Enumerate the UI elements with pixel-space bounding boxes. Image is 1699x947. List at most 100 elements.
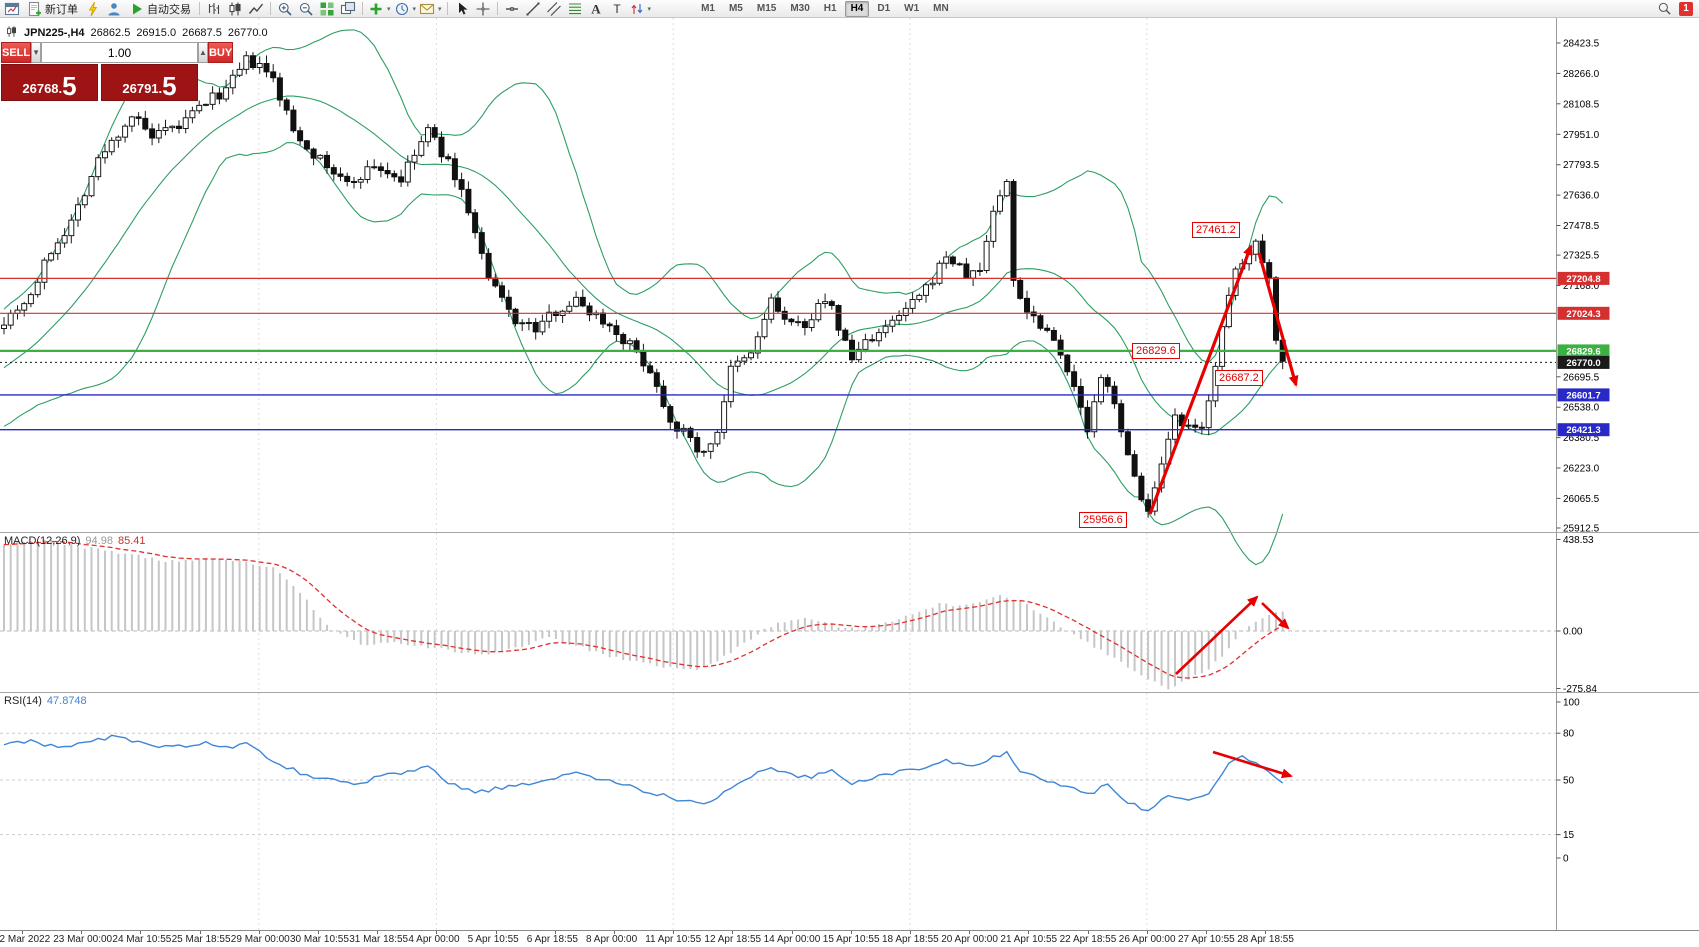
timeframe-M15[interactable]: M15 <box>756 2 777 14</box>
symbol-info-bar: JPN225-,H4 26862.5 26915.0 26687.5 26770… <box>5 25 268 41</box>
profile-icon <box>108 2 120 15</box>
search-button[interactable] <box>1654 1 1674 17</box>
notification-badge[interactable]: 1 <box>1679 1 1693 16</box>
crosshair-button[interactable] <box>473 1 493 17</box>
time-axis-label: 5 Apr 10:55 <box>467 934 519 945</box>
timeframe-H4[interactable]: H4 <box>844 0 870 17</box>
volume-input[interactable] <box>41 42 199 63</box>
timeframe-D1[interactable]: D1 <box>877 2 891 14</box>
buy-button[interactable]: BUY <box>207 42 234 63</box>
svg-text:26770.0: 26770.0 <box>1566 358 1600 369</box>
cursor-button[interactable] <box>452 1 472 17</box>
svg-text:27325.5: 27325.5 <box>1563 251 1600 262</box>
channel-button[interactable] <box>544 1 564 17</box>
dropdown-caret-icon: ▾ <box>438 5 442 13</box>
toolbar-separator <box>199 2 200 15</box>
svg-text:26380.5: 26380.5 <box>1563 433 1600 444</box>
scale-marker-26421.3 <box>1557 423 1610 437</box>
svg-text:27168.0: 27168.0 <box>1563 281 1600 292</box>
svg-text:27951.0: 27951.0 <box>1563 130 1600 141</box>
line-chart-button[interactable] <box>246 1 266 17</box>
svg-text:0: 0 <box>1563 854 1569 865</box>
chart-window-button[interactable] <box>2 1 22 17</box>
timeframe-M5[interactable]: M5 <box>728 2 743 14</box>
svg-text:100: 100 <box>1563 698 1580 709</box>
time-axis-label: 15 Apr 10:55 <box>822 934 880 945</box>
candles <box>1 51 1286 518</box>
svg-text:26538.0: 26538.0 <box>1563 403 1600 414</box>
sell-price-button[interactable]: 26768. 5 <box>1 64 98 101</box>
chart-canvas[interactable]: 28423.5 28266.0 28108.5 27951.0 27793.5 27636… <box>0 18 1699 947</box>
indicators-button[interactable]: ▾ <box>367 1 392 17</box>
price-annotation[interactable]: 25956.6 <box>1079 512 1127 528</box>
timeframe-H1[interactable]: H1 <box>823 2 837 14</box>
cascade-windows-button[interactable] <box>338 1 358 17</box>
bar-chart-button[interactable] <box>204 1 224 17</box>
hline-icon <box>505 6 518 11</box>
bollinger-bands <box>3 29 1284 566</box>
macd-value: 94.98 <box>85 535 113 547</box>
level-lines[interactable] <box>0 277 1557 431</box>
timeframe-M30[interactable]: M30 <box>790 2 810 14</box>
svg-text:25912.5: 25912.5 <box>1563 524 1600 535</box>
arrows-button[interactable]: ▾ <box>628 1 653 17</box>
scale-marker-27204.8 <box>1557 271 1610 285</box>
templates-button[interactable]: ▾ <box>418 1 443 17</box>
svg-text:0.00: 0.00 <box>1563 627 1583 638</box>
arrows-icon <box>631 3 642 14</box>
timeframe-M1[interactable]: M1 <box>701 2 715 14</box>
time-axis-label: 22 Apr 18:55 <box>1059 934 1117 945</box>
timeframe-toolbar: M1 M5 M15 M30 H1 H4 D1 W1 MN <box>695 0 955 17</box>
volume-down-button[interactable]: ▼ <box>31 42 42 63</box>
macd-pane <box>0 539 1557 690</box>
symbol-name: JPN225-,H4 <box>24 27 85 39</box>
time-axis-label: 22 Mar 2022 <box>0 934 51 945</box>
tile-windows-button[interactable] <box>317 1 337 17</box>
timeframe-W1[interactable]: W1 <box>904 2 920 14</box>
text-label-button[interactable]: T <box>607 1 627 17</box>
cascade-icon <box>340 1 356 14</box>
timeframe-MN[interactable]: MN <box>933 2 949 14</box>
time-axis-label: 6 Apr 18:55 <box>526 934 578 945</box>
sell-button[interactable]: SELL <box>1 42 32 63</box>
toolbar-separator <box>446 2 448 15</box>
time-axis-label: 11 Apr 10:55 <box>645 934 702 945</box>
accounts-button[interactable] <box>104 1 124 17</box>
ohlc-close: 26770.0 <box>227 27 268 39</box>
svg-text:438.53: 438.53 <box>1563 535 1594 546</box>
auto-trading-button[interactable]: 自动交易 <box>125 1 195 17</box>
trendline-icon <box>526 2 540 15</box>
tile-icon <box>320 2 334 15</box>
svg-text:15: 15 <box>1563 830 1575 841</box>
fibonacci-button[interactable] <box>565 1 585 17</box>
text-button[interactable]: A <box>586 1 606 17</box>
price-annotation[interactable]: 27461.2 <box>1192 222 1240 238</box>
horizontal-line-button[interactable] <box>502 1 522 17</box>
svg-text:28423.5: 28423.5 <box>1563 39 1600 50</box>
zoom-in-button[interactable] <box>275 1 295 17</box>
volume-up-button[interactable]: ▲ <box>198 42 208 63</box>
search-icon <box>1658 2 1671 15</box>
quick-trade-button[interactable] <box>83 1 103 17</box>
candlestick-chart-button[interactable] <box>225 1 245 17</box>
zoom-out-button[interactable] <box>296 1 316 17</box>
candles-icon <box>6 26 17 37</box>
time-axis-label: 12 Apr 18:55 <box>704 934 762 945</box>
trend-arrows[interactable] <box>1148 244 1299 779</box>
macd-signal-value: 85.41 <box>117 535 146 547</box>
price-annotation[interactable]: 26829.6 <box>1132 343 1180 359</box>
time-axis-label: 18 Apr 18:55 <box>882 934 939 945</box>
new-order-button[interactable]: 新订单 <box>23 1 82 17</box>
svg-text:26223.0: 26223.0 <box>1563 464 1600 475</box>
trendline-button[interactable] <box>523 1 543 17</box>
price-scale[interactable]: 28423.5 28266.0 28108.5 27951.0 27793.5 27636… <box>1556 18 1610 930</box>
periods-button[interactable]: ▾ <box>393 1 418 17</box>
buy-price-button[interactable]: 26791. 5 <box>101 64 198 101</box>
scale-marker-26829.6 <box>1557 344 1610 358</box>
time-axis-label: 4 Apr 00:00 <box>408 934 460 945</box>
price-annotation[interactable]: 26687.2 <box>1215 370 1263 386</box>
time-axis-label: 20 Apr 00:00 <box>941 934 998 945</box>
svg-text:27478.5: 27478.5 <box>1563 221 1600 232</box>
